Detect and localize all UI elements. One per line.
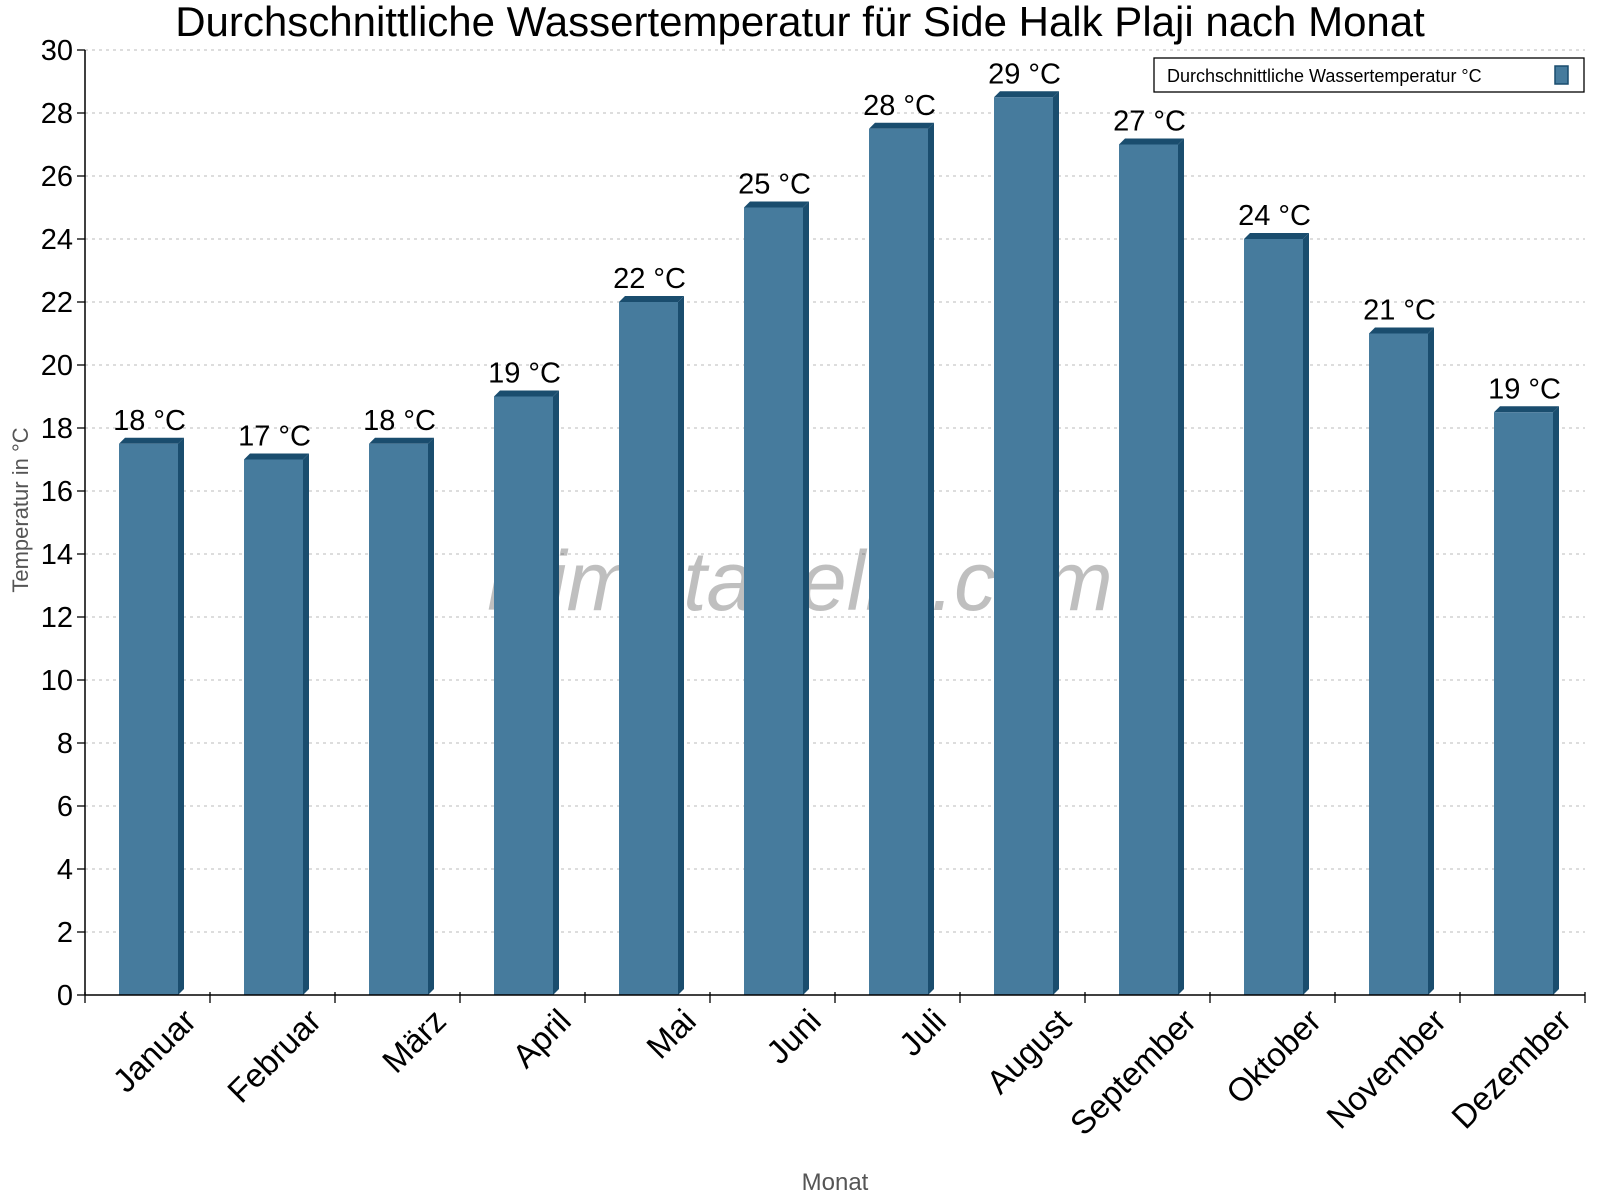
legend: Durchschnittliche Wassertemperatur °C bbox=[1153, 57, 1585, 93]
data-label: 17 °C bbox=[238, 421, 311, 453]
y-axis-label: Temperatur in °C bbox=[8, 427, 33, 592]
bar-top bbox=[619, 296, 684, 302]
y-tick-label: 10 bbox=[41, 665, 73, 697]
bar-top bbox=[869, 122, 934, 129]
bar bbox=[619, 302, 678, 995]
bar-side bbox=[553, 390, 559, 995]
y-tick-label: 18 bbox=[41, 413, 73, 445]
bar bbox=[744, 207, 803, 995]
bar-side bbox=[428, 437, 434, 995]
x-tick-label: Oktober bbox=[1219, 1002, 1328, 1111]
x-tick-label: Juni bbox=[759, 1002, 828, 1071]
bar-side bbox=[1428, 327, 1434, 995]
bar-top bbox=[744, 201, 809, 208]
y-tick-label: 28 bbox=[41, 98, 73, 130]
data-label: 18 °C bbox=[113, 405, 186, 437]
data-label: 28 °C bbox=[863, 90, 936, 122]
bar-side bbox=[303, 453, 309, 995]
x-tick-label: Februar bbox=[220, 1002, 328, 1110]
data-label: 18 °C bbox=[363, 405, 436, 437]
data-label: 19 °C bbox=[1488, 373, 1561, 405]
data-label: 25 °C bbox=[738, 169, 811, 201]
bar bbox=[369, 443, 428, 995]
data-label: 29 °C bbox=[988, 58, 1061, 90]
y-tick-label: 2 bbox=[57, 917, 73, 949]
bar bbox=[1244, 239, 1303, 995]
legend-box bbox=[1153, 57, 1585, 93]
bar bbox=[1119, 144, 1178, 995]
bar-side bbox=[1303, 233, 1309, 995]
bar bbox=[1369, 333, 1428, 995]
x-tick-label: Dezember bbox=[1444, 1002, 1578, 1136]
bar bbox=[494, 396, 553, 995]
y-tick-label: 8 bbox=[57, 728, 73, 760]
chart-title: Durchschnittliche Wassertemperatur für S… bbox=[175, 0, 1425, 45]
data-label: 27 °C bbox=[1113, 106, 1186, 138]
y-tick-label: 14 bbox=[41, 539, 73, 571]
bar-side bbox=[1053, 91, 1059, 995]
bar-top bbox=[1244, 233, 1309, 239]
data-label: 21 °C bbox=[1363, 295, 1436, 327]
y-tick-label: 12 bbox=[41, 602, 73, 634]
bar-top bbox=[994, 91, 1059, 98]
legend-label: Durchschnittliche Wassertemperatur °C bbox=[1167, 66, 1482, 86]
bar-top bbox=[1369, 327, 1434, 334]
bar-side bbox=[678, 296, 684, 995]
y-tick-label: 26 bbox=[41, 161, 73, 193]
x-tick-label: August bbox=[979, 1002, 1078, 1101]
legend-swatch bbox=[1554, 65, 1569, 85]
y-tick-label: 6 bbox=[57, 791, 73, 823]
bar-top bbox=[244, 453, 309, 460]
bar-side bbox=[803, 201, 809, 995]
bar-top bbox=[369, 437, 434, 444]
x-tick-label: Juli bbox=[892, 1002, 953, 1063]
y-tick-label: 22 bbox=[41, 287, 73, 319]
bar-side bbox=[928, 122, 934, 995]
x-tick-label: Mai bbox=[639, 1002, 703, 1066]
bar bbox=[1494, 412, 1553, 995]
y-tick-label: 24 bbox=[41, 224, 73, 256]
bar bbox=[869, 128, 928, 995]
x-tick-label: November bbox=[1319, 1002, 1453, 1136]
bar-side bbox=[178, 437, 184, 995]
x-tick-label: September bbox=[1063, 1002, 1203, 1142]
y-tick-label: 16 bbox=[41, 476, 73, 508]
bar-top bbox=[1494, 406, 1559, 413]
bar-top bbox=[494, 390, 559, 397]
x-axis-label: Monat bbox=[802, 1169, 869, 1196]
data-label: 24 °C bbox=[1238, 200, 1311, 232]
x-tick-label: April bbox=[505, 1002, 578, 1075]
bar-top bbox=[119, 437, 184, 444]
bars: 18 °C 17 °C 18 °C 19 °C 22 °C 25 °C 28 °C 29 °C… bbox=[113, 58, 1561, 995]
bar bbox=[119, 443, 178, 995]
gridlines bbox=[85, 49, 1585, 933]
bar-side bbox=[1178, 138, 1184, 995]
x-tick-label: Januar bbox=[105, 1002, 203, 1100]
bar-side bbox=[1553, 406, 1559, 995]
bar bbox=[244, 459, 303, 995]
bar bbox=[994, 97, 1053, 995]
y-tick-label: 0 bbox=[57, 980, 73, 1012]
data-label: 19 °C bbox=[488, 358, 561, 390]
y-tick-label: 4 bbox=[57, 854, 73, 886]
y-tick-label: 20 bbox=[41, 350, 73, 382]
bar-top bbox=[1119, 138, 1184, 145]
data-label: 22 °C bbox=[613, 263, 686, 295]
x-tick-label: März bbox=[375, 1002, 453, 1080]
y-tick-label: 30 bbox=[41, 35, 73, 67]
